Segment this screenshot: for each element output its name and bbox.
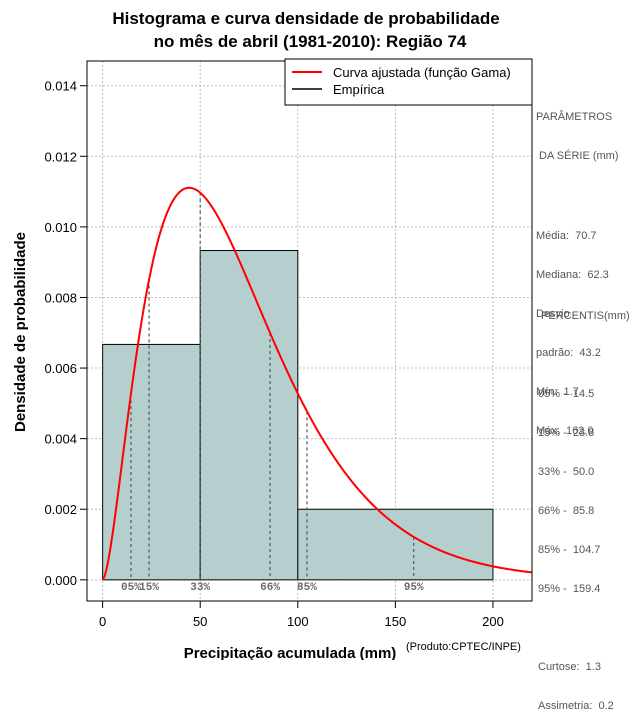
- y-tick-label-1: 0.002: [44, 502, 77, 517]
- curtose: Curtose: 1.3: [538, 661, 601, 673]
- x-tick-label-4: 200: [482, 614, 504, 629]
- legend-box: [284, 58, 533, 106]
- series-parameters-panel: PARÂMETROS DA SÉRIE (mm) Média: 70.7 Med…: [536, 85, 619, 451]
- percentile-95: 95% - 159.4: [538, 583, 601, 595]
- percentile-05: 05% - 14.5: [538, 388, 595, 400]
- y-tick-label-4: 0.008: [44, 290, 77, 305]
- gamma-curve-layer: [101, 186, 533, 581]
- percentile-label-05%: 05%: [121, 582, 141, 594]
- product-credit: (Produto:CPTEC/INPE): [406, 641, 521, 653]
- x-tick-label-3: 150: [385, 614, 407, 629]
- chart-title-line-2: no mês de abril (1981-2010): Região 74: [154, 32, 467, 51]
- histogram-bar-1: [199, 250, 299, 581]
- percentile-33: 33% - 50.0: [538, 466, 595, 478]
- percentile-label-33%: 33%: [190, 582, 210, 594]
- histogram-bars: [102, 250, 494, 581]
- percentile-15: 15% - 23.8: [538, 427, 595, 439]
- percentis-title: PERCENTIS(mm): [538, 310, 630, 322]
- y-tick-label-7: 0.014: [44, 79, 77, 94]
- param-min: Mín: 1.7: [536, 386, 579, 398]
- histogram-bar-outline-2: [297, 509, 494, 581]
- param-desvio-label: Desvio: [536, 308, 570, 320]
- x-axis-ticks: 0 50 100 150 200: [99, 601, 504, 629]
- y-tick-label-5: 0.010: [44, 220, 77, 235]
- y-axis-ticks: 0.000 0.002 0.004 0.006 0.008 0.010 0.012 0.014: [44, 79, 87, 588]
- legend: Curva ajustada (função Gama) Empírica: [284, 58, 533, 106]
- y-tick-label-3: 0.006: [44, 361, 77, 376]
- param-media: Média: 70.7: [536, 230, 597, 242]
- percentile-markers: 05%15% 33% 66% 85% 95%: [121, 192, 424, 594]
- percentile-label-95%: 95%: [404, 582, 424, 594]
- param-max: Máx: 162.0: [536, 425, 594, 437]
- x-tick-label-0: 0: [99, 614, 106, 629]
- assimetria: Assimetria: 0.2: [538, 700, 614, 712]
- histogram-chart: Histograma e curva densidade de probabil…: [12, 9, 533, 660]
- percentile-85: 85% - 104.7: [538, 544, 601, 556]
- x-axis-label: Precipitação acumulada (mm): [184, 645, 397, 660]
- param-mediana: Mediana: 62.3: [536, 269, 609, 281]
- chart-title-line-1: Histograma e curva densidade de probabil…: [112, 9, 499, 28]
- y-tick-label-2: 0.004: [44, 432, 77, 447]
- x-tick-label-1: 50: [193, 614, 207, 629]
- legend-label-curve: Curva ajustada (função Gama): [333, 65, 511, 80]
- y-axis-label: Densidade de probabilidade: [12, 232, 29, 432]
- percentile-label-66%: 66%: [260, 582, 280, 594]
- percentile-label-15%: 15%: [139, 582, 159, 594]
- histogram-bar-0: [102, 343, 201, 581]
- gamma-fit-curve: [101, 186, 533, 581]
- percentile-label-85%: 85%: [297, 582, 317, 594]
- histogram-bar-outline-1: [199, 250, 299, 581]
- y-tick-label-6: 0.012: [44, 149, 77, 164]
- params-title-line-2: DA SÉRIE (mm): [536, 150, 619, 162]
- params-title-line-1: PARÂMETROS: [536, 111, 613, 123]
- percentile-66: 66% - 85.8: [538, 505, 595, 517]
- histogram-bar-2: [297, 508, 494, 581]
- param-desvio-value: padrão: 43.2: [536, 347, 601, 359]
- x-tick-label-2: 100: [287, 614, 309, 629]
- histogram-bar-outline-0: [102, 344, 201, 581]
- legend-label-empirical: Empírica: [333, 82, 385, 97]
- y-tick-label-0: 0.000: [44, 573, 77, 588]
